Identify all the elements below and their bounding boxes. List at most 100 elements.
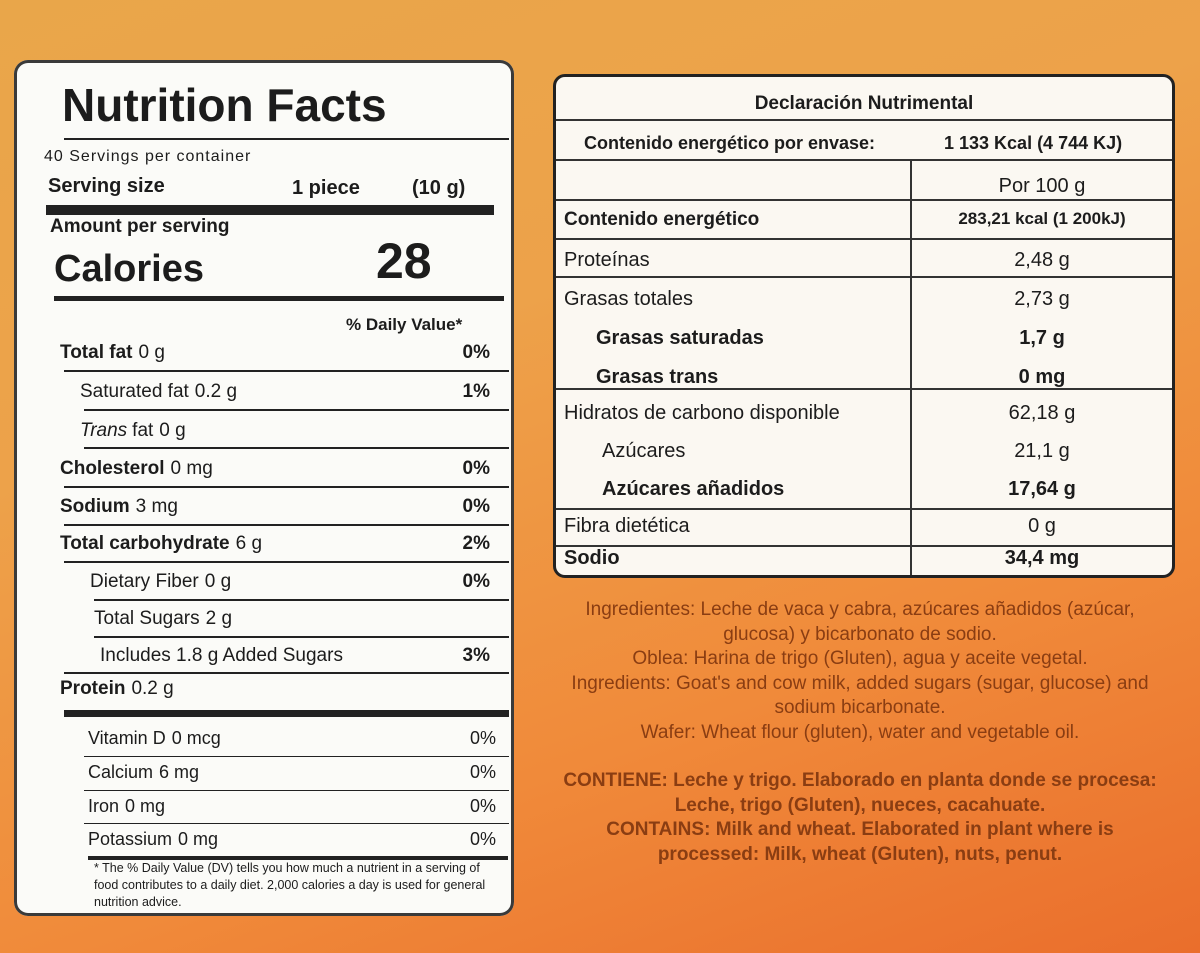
allergen-label: CONTIENE: [563, 770, 668, 791]
row-value: 2,73 g [1014, 288, 1070, 310]
ingredient-text: Leche de vaca y cabra, azúcares añadidos… [700, 599, 1135, 645]
row-value: 1,7 g [1019, 327, 1065, 349]
nutrient-dv: 0% [462, 342, 490, 363]
rule [94, 599, 509, 601]
nutrient-name-italic: Trans [80, 420, 128, 441]
row-name: Contenido energético [564, 209, 760, 230]
serving-size-grams: (10 g) [412, 177, 466, 199]
vitamin-dv: 0% [469, 728, 496, 748]
ingredient-label: Wafer: [640, 721, 696, 743]
vitamin-row: Iron 0 mg [88, 796, 165, 817]
nutrient-name: fat [132, 420, 154, 441]
nutrient-row: Trans fat 0 g [80, 420, 186, 442]
ingredient-label: Oblea: [632, 648, 689, 669]
calories-value: 28 [376, 233, 432, 289]
vitamin-name: Calcium [88, 762, 154, 782]
row-value: 0 g [1028, 515, 1056, 537]
rule [88, 856, 508, 860]
dv-header: % Daily Value* [346, 315, 463, 334]
allergen-paragraph: CONTAINS: Milk and wheat. Elaborated in … [560, 818, 1160, 867]
serving-size-value: 1 piece [292, 177, 360, 199]
rule [556, 119, 1172, 121]
rule [556, 276, 1172, 278]
nutrient-row: Sodium 3 mg [60, 496, 178, 518]
row-name: Proteínas [564, 249, 650, 271]
nutrient-name: Total fat [60, 342, 133, 363]
nutrient-row: Saturated fat 0.2 g [80, 381, 237, 403]
nutrient-row: Total Sugars 2 g [94, 608, 232, 630]
rule [46, 205, 494, 215]
nutrient-dv: 0% [462, 571, 490, 592]
nutrient-row: Protein 0.2 g [60, 678, 174, 700]
nutrient-amount: 0.2 g [131, 678, 174, 699]
ingredient-text: Wheat flour (gluten), water and vegetabl… [701, 721, 1080, 743]
ingredient-paragraph: Wafer: Wheat flour (gluten), water and v… [560, 721, 1160, 746]
nutrient-amount: 0 mg [170, 458, 213, 479]
ingredient-label: Ingredients: [571, 672, 671, 694]
calories-label: Calories [54, 248, 204, 290]
column-rule [910, 159, 912, 575]
nutrient-dv: 1% [462, 381, 490, 402]
title: Declaración Nutrimental [754, 93, 974, 114]
vitamin-amount: 0 mg [178, 829, 219, 849]
row-name: Fibra dietética [564, 515, 690, 537]
row-name: Hidratos de carbono disponible [564, 402, 840, 424]
ingredient-paragraph: Ingredientes: Leche de vaca y cabra, azú… [560, 598, 1160, 647]
nutrient-name: Cholesterol [60, 458, 165, 479]
rule [556, 238, 1172, 240]
servings: 40 Servings per container [44, 148, 252, 165]
nutrient-amount: 0 g [204, 571, 232, 592]
ingredient-text: Goat's and cow milk, added sugars (sugar… [676, 672, 1149, 719]
rule [84, 756, 509, 757]
rule [64, 486, 509, 488]
vitamin-name: Vitamin D [88, 728, 166, 748]
vitamin-dv: 0% [469, 796, 496, 816]
energy-value: 1 133 Kcal (4 744 KJ) [944, 133, 1123, 153]
nutrient-name: Sodium [60, 496, 130, 517]
serving-size-label: Serving size [48, 175, 165, 197]
rule [64, 672, 509, 674]
nutrient-name: Protein [60, 678, 126, 699]
allergen-text: Leche y trigo. Elaborado en planta donde… [673, 770, 1157, 816]
nutrient-row: Total fat 0 g [60, 342, 165, 364]
row-value: 283,21 kcal (1 200kJ) [958, 209, 1126, 228]
rule [54, 296, 504, 301]
row-name: Grasas trans [596, 366, 719, 388]
row-value: 0 mg [1018, 366, 1066, 388]
rule [84, 823, 509, 824]
nutrient-amount: 0 g [159, 420, 186, 441]
ingredient-text: Harina de trigo (Gluten), agua y aceite … [693, 648, 1088, 669]
rule [84, 447, 509, 449]
row-name: Azúcares [602, 440, 686, 462]
nutrient-amount: 0.2 g [194, 381, 238, 402]
row-name: Grasas saturadas [596, 327, 764, 349]
rule [84, 790, 509, 791]
rule [556, 199, 1172, 201]
nutrient-amount: 2 g [205, 608, 233, 629]
rule [94, 636, 509, 638]
nutrient-name: Includes 1.8 g Added Sugars [100, 645, 343, 666]
row-value: 34,4 mg [1004, 547, 1080, 569]
ingredient-paragraph: Ingredients: Goat's and cow milk, added … [560, 672, 1160, 721]
ingredient-paragraph: Oblea: Harina de trigo (Gluten), agua y … [560, 647, 1160, 672]
row-name: Grasas totales [564, 288, 693, 310]
nutrient-dv: 2% [462, 533, 490, 554]
energy-label: Contenido energético por envase: [584, 133, 876, 153]
nutrient-name: Dietary Fiber [90, 571, 199, 592]
vitamin-row: Potassium 0 mg [88, 829, 218, 850]
vitamin-dv: 0% [469, 762, 496, 782]
row-value: 21,1 g [1014, 440, 1070, 462]
vitamin-dv: 0% [469, 829, 496, 849]
allergen-label: CONTAINS: [606, 819, 711, 840]
nutrient-dv: 0% [462, 496, 490, 517]
rule [64, 524, 509, 526]
vitamin-name: Iron [88, 796, 120, 816]
nutrient-row: Includes 1.8 g Added Sugars [100, 645, 343, 667]
row-name: Azúcares añadidos [602, 478, 785, 500]
title: Nutrition Facts [62, 79, 387, 131]
rule [556, 159, 1172, 161]
row-value: 17,64 g [1008, 478, 1076, 500]
nutrient-name: Saturated fat [80, 381, 189, 402]
declaracion-table: Declaración Nutrimental Contenido energé… [553, 74, 1175, 578]
